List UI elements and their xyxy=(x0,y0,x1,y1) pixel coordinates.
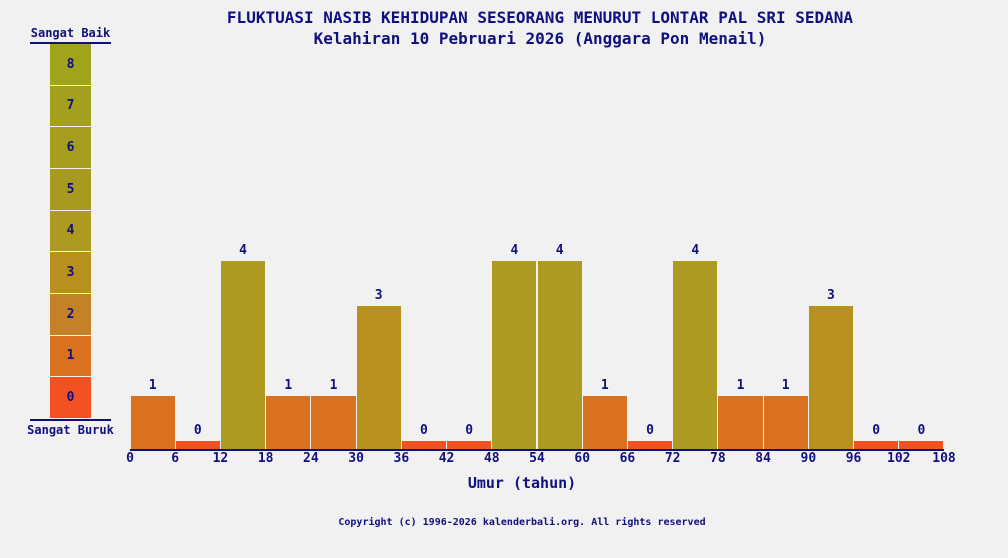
legend-block: 3 xyxy=(50,252,91,293)
legend-block-label: 1 xyxy=(66,348,75,364)
bar xyxy=(130,396,175,450)
bar xyxy=(673,261,718,450)
legend-block-label: 7 xyxy=(66,98,75,114)
legend-block: 4 xyxy=(50,210,91,252)
bar xyxy=(175,441,220,450)
bar-value-label: 0 xyxy=(872,423,881,438)
legend-block: 1 xyxy=(50,335,91,377)
legend-block-label: 0 xyxy=(66,390,75,406)
legend-top-line xyxy=(30,42,111,44)
x-tick-label: 72 xyxy=(664,451,681,466)
bar xyxy=(899,441,944,450)
x-tick-label: 60 xyxy=(574,451,591,466)
bar xyxy=(356,306,401,450)
legend-bottom-line xyxy=(30,419,111,421)
legend-block: 0 xyxy=(50,377,91,418)
legend-scale: 8 7 6 5 4 3 2 1 0 xyxy=(50,44,91,419)
x-tick-label: 66 xyxy=(619,451,636,466)
bar xyxy=(628,441,673,450)
legend-bottom-label: Sangat Buruk xyxy=(27,423,114,437)
bar xyxy=(854,441,899,450)
legend-block: 5 xyxy=(50,169,91,210)
x-tick-label: 78 xyxy=(710,451,726,466)
bar xyxy=(447,441,492,450)
bar-value-label: 1 xyxy=(284,378,293,393)
bar xyxy=(266,396,311,450)
x-tick-label: 24 xyxy=(303,451,319,466)
legend-block-label: 4 xyxy=(66,223,75,239)
bar xyxy=(718,396,763,450)
bar-value-label: 4 xyxy=(555,243,564,258)
bar-value-label: 0 xyxy=(420,423,428,438)
bar-value-label: 0 xyxy=(917,423,926,438)
x-tick-label: 90 xyxy=(800,451,817,466)
bar-value-label: 0 xyxy=(193,423,202,438)
bar-value-label: 4 xyxy=(239,243,247,258)
legend-block-label: 3 xyxy=(66,265,75,281)
x-tick-label: 0 xyxy=(126,451,134,466)
bar-value-label: 4 xyxy=(691,243,700,258)
bar xyxy=(763,396,808,450)
x-tick-label: 84 xyxy=(755,451,771,466)
bar-value-label: 1 xyxy=(781,378,790,393)
legend-block-label: 5 xyxy=(66,181,75,197)
x-axis-title: Umur (tahun) xyxy=(467,474,577,492)
legend-block: 6 xyxy=(50,127,91,168)
legend-block: 8 xyxy=(50,44,91,85)
x-tick-label: 102 xyxy=(887,451,911,466)
legend-block: 7 xyxy=(50,85,91,127)
chart-title: FLUKTUASI NASIB KEHIDUPAN SESEORANG MENU… xyxy=(226,8,854,27)
x-tick-label: 42 xyxy=(438,451,455,466)
bar-value-label: 0 xyxy=(646,423,654,438)
plot-area: 1 0 4 1 1 3 0 0 4 4 1 0 4 1 1 3 0 0 xyxy=(130,243,944,450)
x-tick-label: 108 xyxy=(932,451,956,466)
x-axis-line xyxy=(130,449,944,451)
x-tick-label: 12 xyxy=(212,451,229,466)
x-tick-label: 96 xyxy=(845,451,862,466)
x-tick-label: 18 xyxy=(257,451,274,466)
bar-value-label: 4 xyxy=(510,243,519,258)
bar xyxy=(401,441,446,450)
legend-block: 2 xyxy=(50,294,91,335)
bar-value-label: 0 xyxy=(465,423,474,438)
bar-value-label: 1 xyxy=(148,378,157,393)
bar-value-label: 3 xyxy=(374,288,383,303)
bar-value-label: 3 xyxy=(827,288,835,303)
x-tick-label: 54 xyxy=(529,451,545,466)
bar-value-label: 1 xyxy=(600,378,609,393)
bar xyxy=(221,261,266,450)
x-tick-label: 30 xyxy=(348,451,364,466)
legend-block-label: 2 xyxy=(66,306,75,322)
chart-subtitle: Kelahiran 10 Pebruari 2026 (Anggara Pon … xyxy=(313,29,767,48)
bar-value-label: 1 xyxy=(736,378,745,393)
legend-block-label: 8 xyxy=(66,56,75,72)
copyright-text: Copyright (c) 1996-2026 kalenderbali.org… xyxy=(338,517,706,528)
legend-top-label: Sangat Baik xyxy=(30,26,111,40)
x-tick-label: 36 xyxy=(393,451,410,466)
bar-value-label: 1 xyxy=(329,378,338,393)
x-tick-label: 48 xyxy=(483,451,500,466)
x-tick-label: 6 xyxy=(171,451,180,466)
legend-block-label: 6 xyxy=(66,140,75,156)
bar xyxy=(537,261,582,450)
bar xyxy=(492,261,537,450)
bar xyxy=(582,396,627,450)
bar xyxy=(311,396,356,450)
bar xyxy=(808,306,853,450)
